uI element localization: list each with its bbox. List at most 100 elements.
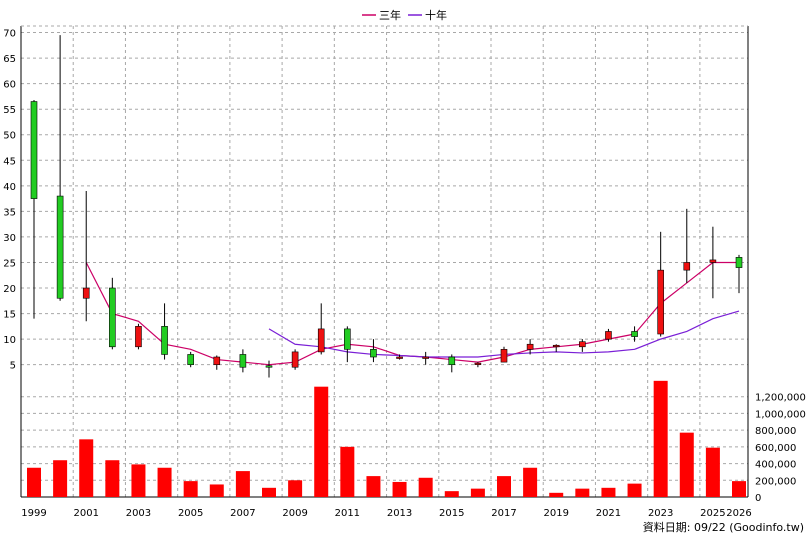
candle-body [631,331,638,337]
volume-bar [53,460,68,497]
volume-bar [314,386,329,497]
year-tick-label: 2017 [491,508,516,519]
volume-bar [549,492,564,497]
year-tick-label: 2025 [700,508,725,519]
volume-tick-label: 1,200,000 [755,393,806,404]
candle-body [605,331,612,340]
data-date-footer: 資料日期: 09/22 (Goodinfo.tw) [643,520,804,534]
candle-body [30,101,38,199]
volume-bar [131,464,146,497]
price-tick-label: 50 [3,131,16,142]
candle-body [239,354,247,368]
volume-bar [418,477,433,497]
candlesticks [30,35,743,378]
candle-body [735,257,743,268]
volume-bar [209,484,224,497]
volume-tick-label: 400,000 [755,460,796,471]
volume-bar [157,467,172,497]
volume-tick-label: 800,000 [755,426,796,437]
volume-bar [444,491,459,497]
price-tick-label: 5 [10,361,16,372]
volume-tick-label: 1,000,000 [755,409,806,420]
candle-body [579,341,586,348]
volume-tick-label: 0 [755,493,761,504]
volume-bar [79,439,94,497]
volume-bar [653,380,668,497]
volume-bar [679,432,694,497]
volume-bar [705,447,720,497]
candle-body [291,351,299,368]
year-tick-label: 2003 [126,508,151,519]
candle-body [422,356,429,359]
price-tick-label: 10 [3,335,16,346]
legend-label-3yr: 三年 [379,8,401,22]
year-tick-label: 2001 [73,508,98,519]
year-tick-label: 2013 [387,508,412,519]
volume-bar [470,488,485,497]
price-tick-label: 35 [3,207,16,218]
candle-body [56,195,64,299]
candle-body [709,259,717,263]
volume-bar [497,476,511,497]
volume-tick-label: 200,000 [755,476,796,487]
candle-body [396,356,403,359]
volume-bars [27,380,746,497]
price-tick-label: 15 [3,310,16,321]
price-tick-label: 45 [3,156,16,167]
year-tick-label: 2019 [543,508,568,519]
volume-bar [262,487,276,497]
price-tick-label: 40 [3,182,16,193]
candle-body [135,326,142,348]
price-tick-label: 60 [3,80,16,91]
volume-bar [288,480,303,497]
price-tick-label: 65 [3,54,16,65]
volume-bar [105,460,120,497]
candle-body [657,269,664,335]
grid [20,26,748,498]
price-tick-label: 55 [3,105,16,116]
candle-body [448,356,456,365]
volume-bar [392,481,407,497]
candle-body [370,349,377,358]
year-tick-label: 2023 [648,508,673,519]
candle-body [683,262,691,271]
year-tick-label: 1999 [21,508,46,519]
year-tick-label: 2021 [596,508,621,519]
volume-bar [235,471,250,497]
candle-body [526,343,534,350]
year-tick-label: 2026 [726,508,751,519]
candle-body [161,326,168,355]
candle-body [265,365,273,368]
price-tick-label: 30 [3,233,16,244]
price-tick-label: 70 [3,29,16,40]
volume-bar [27,467,41,497]
price-tick-label: 20 [3,284,16,295]
candle-body [344,328,351,350]
candle-body [213,356,221,365]
volume-bar [366,476,381,497]
year-tick-label: 2007 [230,508,255,519]
volume-bar [183,481,198,497]
year-tick-label: 2009 [282,508,307,519]
volume-bar [340,446,355,497]
legend: 三年 十年 [362,8,447,22]
volume-bar [732,481,746,497]
candle-body [82,287,90,299]
volume-tick-label: 600,000 [755,443,796,454]
candle-body [109,287,116,348]
year-tick-label: 2015 [439,508,464,519]
volume-bar [523,467,538,497]
year-tick-label: 2005 [178,508,203,519]
legend-label-10yr: 十年 [425,8,447,22]
volume-bar [627,483,642,497]
volume-bar [601,487,616,497]
candle-body [317,328,325,353]
candle-body [500,349,508,363]
volume-bar [575,488,590,497]
candle-body [552,344,560,348]
candle-body [187,354,194,365]
candle-body [474,362,482,365]
year-tick-label: 2011 [335,508,360,519]
